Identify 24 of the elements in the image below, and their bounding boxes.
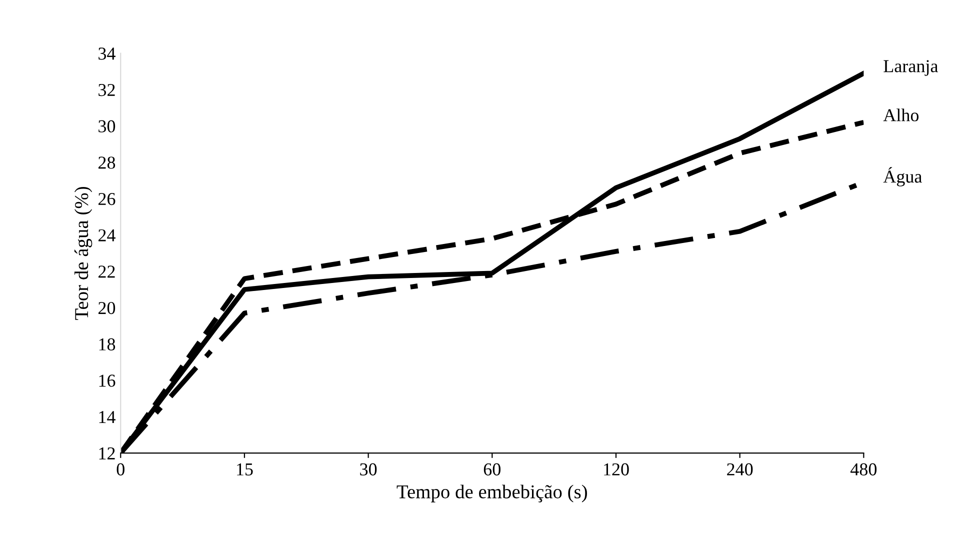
y-tick-label: 16 bbox=[99, 374, 116, 387]
y-tick-label: 22 bbox=[98, 266, 115, 278]
x-tick-label: 30 bbox=[360, 463, 377, 476]
x-tick-label: 480 bbox=[850, 463, 877, 476]
y-tick-label: 12 bbox=[99, 447, 115, 460]
y-tick-label: 20 bbox=[98, 302, 116, 314]
y-tick-label: 34 bbox=[98, 48, 116, 60]
y-tick-label: 26 bbox=[98, 192, 116, 206]
series-label: Água bbox=[883, 167, 922, 186]
y-tick-label: 14 bbox=[99, 411, 116, 423]
x-tick-label: 0 bbox=[116, 463, 124, 476]
x-tick-label: 15 bbox=[237, 463, 253, 476]
series-label: Laranja bbox=[884, 60, 938, 76]
x-tick-label: 60 bbox=[484, 463, 500, 476]
y-tick-label: 32 bbox=[98, 84, 115, 96]
y-axis-title: Teor de água (%) bbox=[74, 186, 92, 320]
y-tick-label: 30 bbox=[98, 120, 116, 132]
x-tick-label: 240 bbox=[727, 463, 753, 476]
series-label: Alho bbox=[883, 108, 919, 122]
x-axis-title: Tempo de embebição (s) bbox=[396, 484, 587, 502]
y-tick-label: 24 bbox=[98, 229, 116, 242]
y-tick-label: 18 bbox=[99, 338, 116, 350]
y-tick-label: 28 bbox=[98, 156, 116, 169]
x-tick-label: 120 bbox=[604, 463, 629, 476]
